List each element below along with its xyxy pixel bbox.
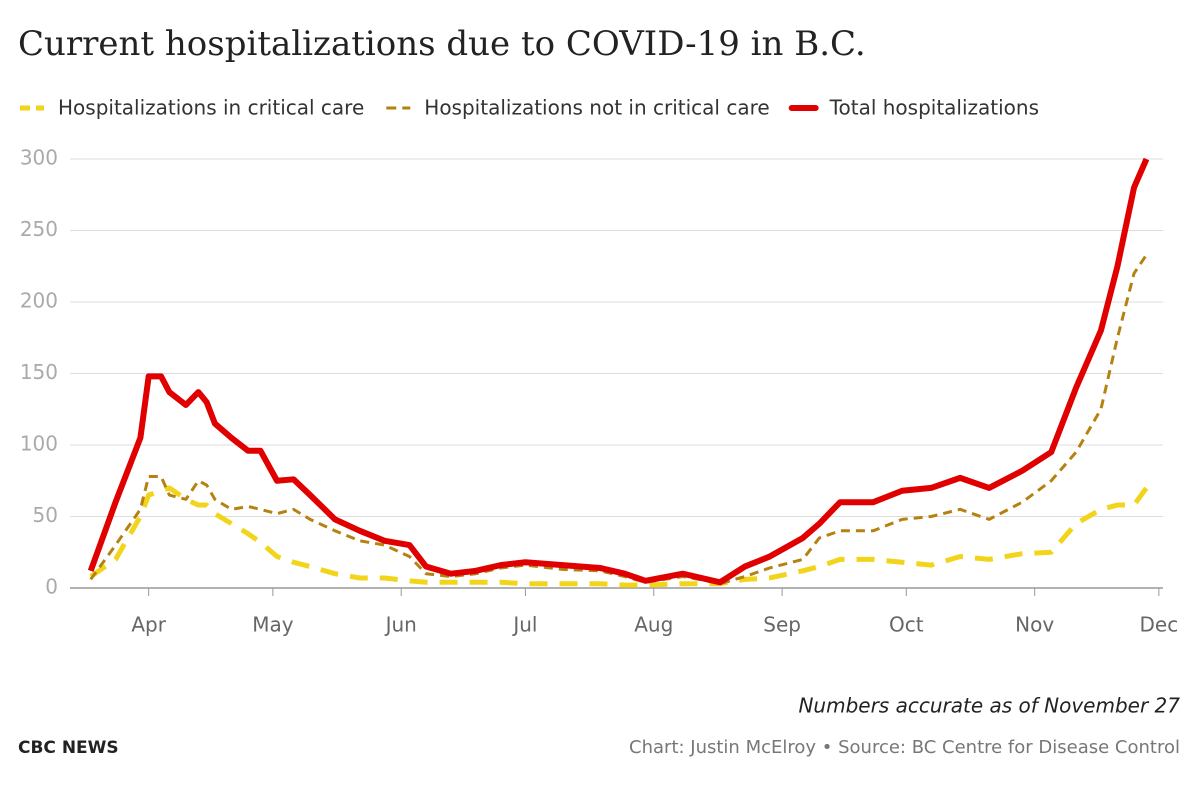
source: Chart: Justin McElroy • Source: BC Centr… bbox=[629, 737, 1180, 758]
chart-title: Current hospitalizations due to COVID-19… bbox=[18, 24, 866, 64]
series-line bbox=[89, 485, 1149, 588]
y-tick-label: 200 bbox=[20, 289, 58, 313]
y-tick-label: 50 bbox=[33, 503, 58, 527]
x-tick-label: Jul bbox=[511, 613, 537, 637]
x-tick-label: Apr bbox=[131, 613, 166, 637]
y-tick-label: 0 bbox=[45, 575, 58, 599]
x-tick-label: Jun bbox=[384, 613, 417, 637]
y-tick-label: 300 bbox=[20, 146, 58, 170]
x-tick-label: Oct bbox=[889, 613, 924, 637]
x-tick-label: Dec bbox=[1140, 613, 1179, 637]
legend-label: Hospitalizations in critical care bbox=[58, 96, 364, 120]
legend-label: Total hospitalizations bbox=[829, 96, 1039, 120]
series-line bbox=[89, 253, 1148, 586]
y-tick-label: 100 bbox=[20, 432, 58, 456]
series-line bbox=[87, 157, 1150, 586]
legend-label: Hospitalizations not in critical care bbox=[424, 96, 769, 120]
brand: CBC NEWS bbox=[18, 738, 119, 758]
x-tick-label: Aug bbox=[634, 613, 673, 637]
x-tick-label: May bbox=[252, 613, 294, 637]
x-tick-label: Sep bbox=[763, 613, 801, 637]
note: Numbers accurate as of November 27 bbox=[798, 694, 1180, 718]
x-tick-label: Nov bbox=[1015, 613, 1054, 637]
y-tick-label: 150 bbox=[20, 360, 58, 384]
y-tick-label: 250 bbox=[20, 217, 58, 241]
